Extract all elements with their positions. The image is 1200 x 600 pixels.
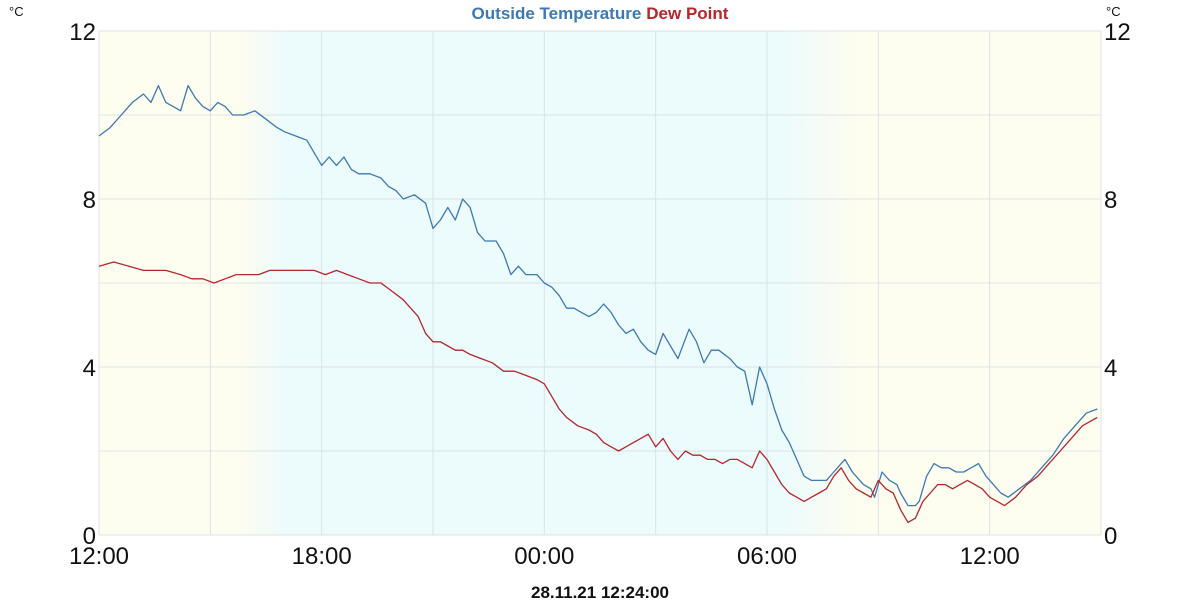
y-tick-right: 0 [1104, 523, 1117, 550]
title-outside-temperature: Outside Temperature [472, 4, 642, 23]
unit-right: °C [1106, 4, 1121, 19]
y-tick-left: 8 [83, 187, 96, 214]
series-dew-point [98, 261, 1098, 524]
axes: 12 128 84 40 012:00 18:00 00:00 06:00 12:00 [69, 19, 1131, 570]
timestamp: 28.11.21 12:24:00 [531, 583, 669, 600]
series-lines [98, 84, 1098, 524]
x-tick: 18:00 [292, 543, 352, 570]
x-tick: 12:00 [69, 543, 129, 570]
unit-left: °C [9, 4, 24, 19]
grid-lines [98, 30, 1102, 536]
y-tick-left: 4 [83, 355, 96, 382]
x-tick: 12:00 [960, 543, 1020, 570]
y-tick-right: 4 [1104, 355, 1117, 382]
y-tick-left: 12 [69, 19, 96, 46]
y-tick-left: 0 [83, 523, 96, 550]
y-tick-right: 12 [1104, 19, 1131, 46]
series-outside-temperature [98, 84, 1098, 507]
x-tick: 06:00 [737, 543, 797, 570]
x-tick: 00:00 [514, 543, 574, 570]
title-dew-point: Dew Point [646, 4, 729, 23]
y-tick-right: 8 [1104, 187, 1117, 214]
chart-title: Outside Temperature Dew Point [472, 4, 729, 23]
